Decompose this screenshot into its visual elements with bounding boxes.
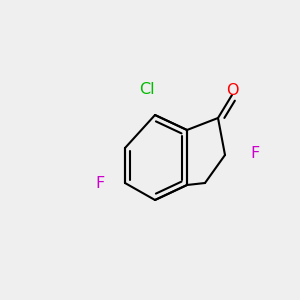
Text: Cl: Cl <box>139 82 155 98</box>
Text: O: O <box>226 83 238 98</box>
Text: F: F <box>95 176 105 190</box>
Text: F: F <box>250 146 260 160</box>
